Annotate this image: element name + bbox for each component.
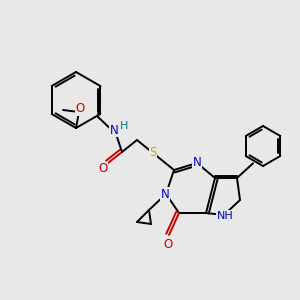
Text: O: O (164, 238, 172, 250)
Text: S: S (149, 146, 157, 160)
Text: N: N (193, 157, 201, 169)
Text: N: N (110, 124, 118, 136)
Text: O: O (98, 163, 108, 176)
Text: O: O (75, 103, 85, 116)
Text: N: N (160, 188, 169, 200)
Text: H: H (120, 121, 128, 131)
Text: NH: NH (217, 211, 233, 221)
